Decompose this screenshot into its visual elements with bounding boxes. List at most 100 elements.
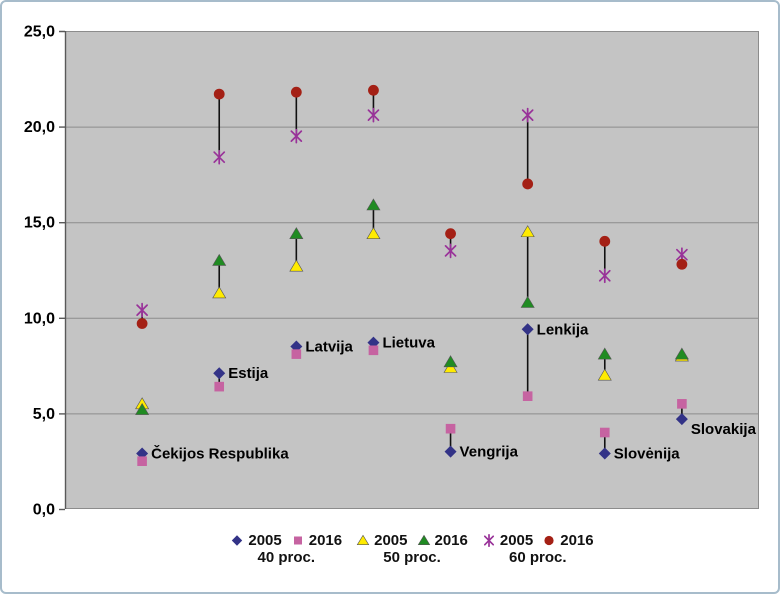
legend-triangle-green-icon <box>417 534 430 545</box>
y-tick-label: 10,0 <box>24 310 55 327</box>
circle-marker <box>544 535 554 546</box>
star-marker <box>483 533 494 548</box>
plot-area <box>65 31 759 509</box>
star-marker <box>367 107 380 123</box>
diamond-marker <box>444 445 457 458</box>
triangle-marker <box>443 355 458 368</box>
legend-item: 2016 <box>291 532 342 549</box>
triangle-marker <box>212 286 227 299</box>
circle-marker <box>599 235 611 247</box>
circle-marker <box>290 86 302 98</box>
legend-item-label: 2005 <box>248 532 282 549</box>
triangle-marker <box>366 198 381 211</box>
triangle-marker <box>356 534 370 545</box>
star-marker <box>136 302 148 318</box>
legend-diamond-icon <box>232 535 243 546</box>
chart-legend: 2005 2016 40 proc. 2005 2016 5 <box>65 532 759 567</box>
country-label: Vengrija <box>460 444 519 461</box>
triangle-marker <box>674 347 689 360</box>
star-marker <box>290 128 303 144</box>
diamond-marker <box>232 535 243 546</box>
legend-group-50proc: 2005 2016 50 proc. <box>356 532 468 567</box>
legend-group-label: 50 proc. <box>383 549 441 566</box>
square-marker <box>445 423 456 434</box>
legend-item-label: 2016 <box>434 532 468 549</box>
y-tick-label: 20,0 <box>24 119 55 136</box>
y-axis-ticks <box>59 30 65 511</box>
square-marker <box>137 456 147 466</box>
circle-marker <box>522 178 534 190</box>
legend-group-label: 60 proc. <box>508 549 567 566</box>
triangle-marker <box>366 227 381 239</box>
square-marker <box>293 536 302 545</box>
country-label: Estija <box>228 365 269 382</box>
legend-circle-icon <box>544 535 554 546</box>
square-marker <box>291 349 302 359</box>
legend-item: 2016 <box>417 532 468 549</box>
legend-item: 2005 <box>356 532 408 549</box>
legend-item: 2016 <box>542 532 594 549</box>
star-marker <box>521 107 534 123</box>
legend-group-40proc: 2005 2016 40 proc. <box>230 532 342 567</box>
country-labels: Čekijos Respublika Estija Latvija Lietuva Ve… <box>151 321 756 462</box>
legend-item-label: 2016 <box>560 532 594 549</box>
legend-item-label: 2016 <box>308 532 343 549</box>
series-40proc-2016 <box>137 345 687 466</box>
legend-item-label: 2005 <box>499 532 534 549</box>
scatter-chart: 0,0 5,0 10,0 15,0 20,0 25,0 Čekijos Respublika… <box>24 24 759 519</box>
legend-item-label: 2005 <box>374 532 408 549</box>
triangle-marker <box>597 368 612 381</box>
legend-row: 2005 2016 <box>356 532 468 549</box>
y-axis-labels: 0,0 5,0 10,0 15,0 20,0 25,0 <box>24 24 55 519</box>
star-marker <box>598 268 611 284</box>
triangle-marker <box>520 295 535 308</box>
star-marker <box>213 149 226 165</box>
circle-marker <box>676 258 688 270</box>
triangle-marker <box>417 534 430 545</box>
country-label: Lenkija <box>537 321 589 338</box>
square-marker <box>214 381 225 392</box>
triangle-marker <box>289 259 304 272</box>
legend-row: 2005 2016 <box>482 532 594 549</box>
diamond-marker <box>521 323 534 336</box>
circle-marker <box>213 88 225 100</box>
country-label: Čekijos Respublika <box>151 445 289 463</box>
circle-marker <box>368 84 379 96</box>
country-label: Slovakija <box>691 421 757 438</box>
legend-triangle-yellow-icon <box>356 534 370 545</box>
square-marker <box>599 427 610 438</box>
square-marker <box>677 399 687 409</box>
triangle-marker <box>597 347 612 360</box>
y-tick-label: 0,0 <box>33 502 55 519</box>
star-marker <box>444 243 457 259</box>
y-tick-label: 15,0 <box>24 215 55 232</box>
triangle-marker <box>289 227 304 239</box>
series-60proc-2016 <box>136 84 688 329</box>
series-60proc-2005 <box>136 107 688 318</box>
legend-square-icon <box>293 536 302 545</box>
gridlines <box>65 126 759 415</box>
legend-group-label: 40 proc. <box>257 549 316 566</box>
legend-row: 2005 2016 <box>230 532 342 549</box>
square-marker <box>522 391 533 401</box>
diamond-marker <box>598 447 611 460</box>
triangle-marker <box>212 253 227 266</box>
country-label: Lietuva <box>382 335 435 352</box>
country-label: Latvija <box>305 338 353 355</box>
legend-item: 2005 <box>230 532 282 549</box>
square-marker <box>368 345 379 356</box>
country-label: Slovėnija <box>614 446 681 463</box>
diamond-marker <box>213 367 226 380</box>
y-tick-label: 5,0 <box>33 406 55 423</box>
circle-marker <box>136 318 148 329</box>
triangle-marker <box>135 402 150 415</box>
series-50proc-2016 <box>135 198 689 415</box>
legend-star-icon <box>483 533 494 548</box>
legend-item: 2005 <box>482 532 533 549</box>
circle-marker <box>445 228 456 240</box>
y-tick-label: 25,0 <box>24 24 55 41</box>
triangle-marker <box>520 225 535 238</box>
diamond-marker <box>675 413 688 426</box>
legend-group-60proc: 2005 2016 60 proc. <box>482 532 594 567</box>
